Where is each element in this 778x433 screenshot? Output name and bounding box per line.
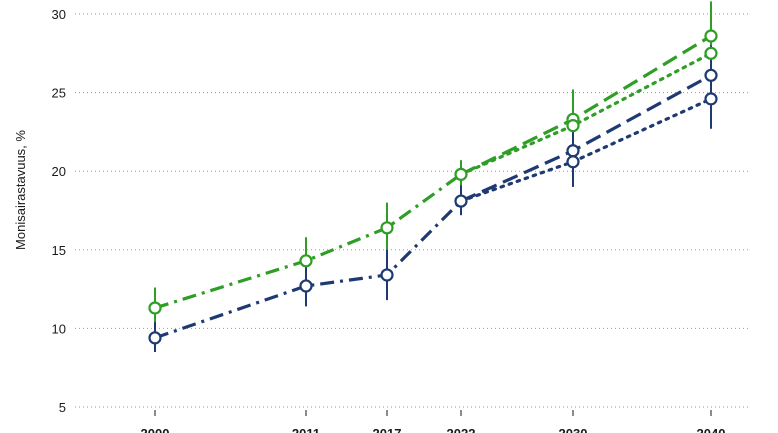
x-tick-label: 2000: [141, 426, 170, 433]
series-line-4: [460, 73, 712, 203]
y-tick-label: 10: [52, 321, 66, 336]
data-point: [566, 155, 580, 169]
error-bars: [154, 1, 712, 352]
y-tick-label: 25: [52, 86, 66, 101]
data-point: [380, 221, 394, 235]
data-point: [148, 301, 162, 315]
series-line-1: [154, 199, 463, 340]
data-points: [148, 29, 718, 345]
data-point: [704, 46, 718, 60]
data-point: [704, 92, 718, 106]
x-tick-label: 2022: [447, 426, 476, 433]
data-point: [566, 144, 580, 158]
x-axis-ticks: 2000 2011 2017 2022 2030 2040: [141, 410, 726, 433]
series-line-3: [459, 51, 713, 176]
y-axis-label: Monisairastavuus, %: [13, 130, 28, 250]
data-point: [704, 68, 718, 82]
data-point: [299, 279, 313, 293]
y-tick-label: 15: [52, 243, 66, 258]
data-point: [454, 167, 468, 181]
data-point: [566, 119, 580, 133]
series-line-5: [459, 97, 713, 203]
y-tick-label: 5: [59, 400, 66, 415]
x-tick-label: 2040: [697, 426, 726, 433]
data-point: [380, 268, 394, 282]
data-point: [299, 254, 313, 268]
series-lines: [154, 34, 713, 340]
data-point: [454, 194, 468, 208]
data-point: [704, 29, 718, 43]
y-tick-label: 20: [52, 164, 66, 179]
x-tick-label: 2017: [373, 426, 402, 433]
series-line-2: [460, 34, 712, 176]
series-line-0: [154, 173, 462, 310]
y-axis-ticks: 5 10 15 20 25 30: [52, 7, 66, 415]
y-tick-label: 30: [52, 7, 66, 22]
data-point: [148, 331, 162, 345]
x-tick-label: 2011: [292, 426, 320, 433]
x-tick-label: 2030: [559, 426, 588, 433]
